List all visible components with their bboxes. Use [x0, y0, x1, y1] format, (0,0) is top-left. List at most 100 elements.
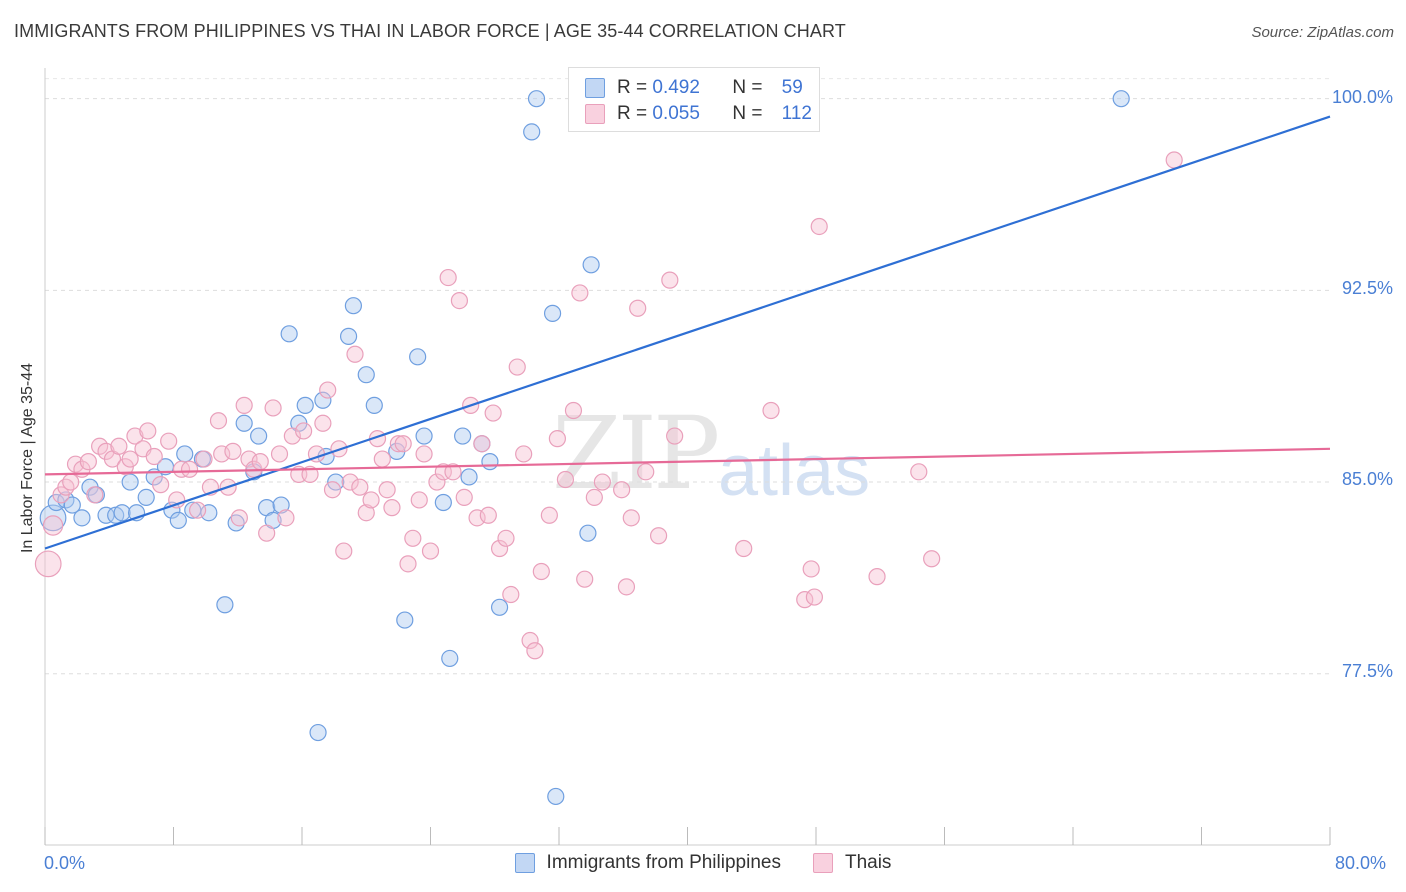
legend-swatch-blue	[514, 853, 535, 873]
philippines-point	[357, 366, 375, 384]
legend-r-label: R =	[617, 77, 648, 98]
thais-point	[637, 463, 655, 481]
philippines-point	[169, 511, 187, 529]
thais-point	[444, 463, 462, 481]
thais-point	[79, 453, 97, 471]
philippines-point	[296, 396, 314, 414]
thais-point	[805, 588, 823, 606]
philippines-point	[216, 596, 234, 614]
philippines-point	[441, 649, 459, 668]
philippines-point	[227, 514, 245, 532]
philippines-point	[235, 414, 253, 432]
legend-r-value: 0.055	[652, 103, 700, 124]
thais-point	[468, 509, 486, 527]
thais-point	[540, 506, 558, 524]
thais-point	[617, 578, 636, 596]
thais-point	[502, 585, 520, 604]
thais-point	[346, 345, 364, 363]
y-tick-label: 92.5%	[1341, 278, 1393, 298]
thais-point	[762, 401, 780, 420]
thais-point	[240, 450, 258, 468]
philippines-point	[579, 524, 597, 542]
thais-point	[526, 642, 544, 660]
philippines-point	[454, 427, 472, 445]
thais-point	[410, 491, 428, 509]
legend-item-philippines: Immigrants from Philippines	[514, 852, 781, 874]
thais-point	[373, 450, 391, 468]
thais-point	[209, 412, 228, 430]
legend-n-value: 112	[781, 103, 812, 124]
thais-point	[508, 358, 526, 376]
chart-source: Source: ZipAtlas.com	[1251, 24, 1394, 41]
chart-title: IMMIGRANTS FROM PHILIPPINES VS THAI IN L…	[14, 21, 846, 41]
legend-r-value: 0.492	[652, 77, 700, 98]
thais-point	[571, 284, 589, 302]
thais-point	[362, 491, 380, 509]
thais-point	[810, 217, 828, 236]
philippines-point	[137, 488, 155, 506]
thais-trend-line	[44, 447, 1331, 476]
thais-point	[796, 591, 814, 609]
thais-point	[532, 562, 550, 581]
watermark-atlas: atlas	[718, 431, 871, 511]
legend-n-label: N =	[732, 77, 763, 98]
philippines-point	[434, 493, 452, 512]
y-tick-label: 77.5%	[1341, 661, 1393, 681]
thais-point	[383, 499, 401, 517]
legend-n-value: 59	[781, 77, 803, 98]
thais-point	[62, 473, 80, 491]
thais-point	[399, 555, 417, 573]
thais-point	[335, 542, 353, 560]
thais-point	[576, 570, 594, 588]
legend-row-philippines: R = 0.492 N = 59	[585, 76, 803, 100]
philippines-point	[543, 304, 562, 322]
thais-point	[548, 430, 566, 448]
philippines-point	[121, 473, 139, 491]
y-tick-label: 100.0%	[1331, 87, 1393, 107]
thais-point	[34, 550, 62, 578]
thais-point	[42, 515, 64, 536]
thais-point	[629, 299, 647, 317]
philippines-point	[415, 427, 433, 445]
thais-point	[126, 427, 144, 445]
thais-point	[314, 414, 332, 432]
legend-n-label: N =	[732, 103, 763, 124]
thais-point	[235, 396, 253, 414]
thais-point	[593, 473, 611, 491]
philippines-point	[250, 427, 268, 445]
thais-point	[1165, 151, 1183, 169]
thais-point	[666, 427, 684, 445]
thais-point	[152, 476, 170, 494]
philippines-point	[113, 504, 131, 522]
thais-point	[301, 465, 319, 483]
thais-point	[649, 527, 668, 545]
philippines-point	[396, 611, 414, 629]
thais-point	[564, 401, 583, 420]
thais-point	[556, 470, 575, 489]
thais-point	[404, 529, 422, 547]
legend-swatch-pink	[812, 853, 833, 873]
thais-point	[295, 422, 313, 440]
thais-point	[415, 445, 433, 463]
thais-point	[230, 509, 248, 527]
philippines-point	[460, 468, 478, 486]
philippines-point	[481, 453, 499, 471]
philippines-point	[176, 445, 194, 463]
thais-point	[515, 445, 533, 463]
thais-point	[270, 445, 289, 463]
legend-r-label: R =	[617, 103, 648, 124]
thais-point	[139, 422, 157, 440]
thais-point	[802, 560, 820, 578]
thais-point	[277, 509, 295, 527]
thais-point	[251, 453, 269, 471]
thais-point	[421, 542, 440, 560]
x-tick-label: 80.0%	[1335, 853, 1387, 873]
philippines-point	[39, 504, 67, 532]
series-legend: Immigrants from Philippines Thais	[0, 852, 1406, 874]
thais-point	[389, 435, 407, 453]
thais-point	[450, 291, 469, 310]
philippines-point	[314, 391, 332, 409]
legend-row-thais: R = 0.055 N = 112	[585, 102, 812, 126]
philippines-point	[280, 325, 298, 343]
